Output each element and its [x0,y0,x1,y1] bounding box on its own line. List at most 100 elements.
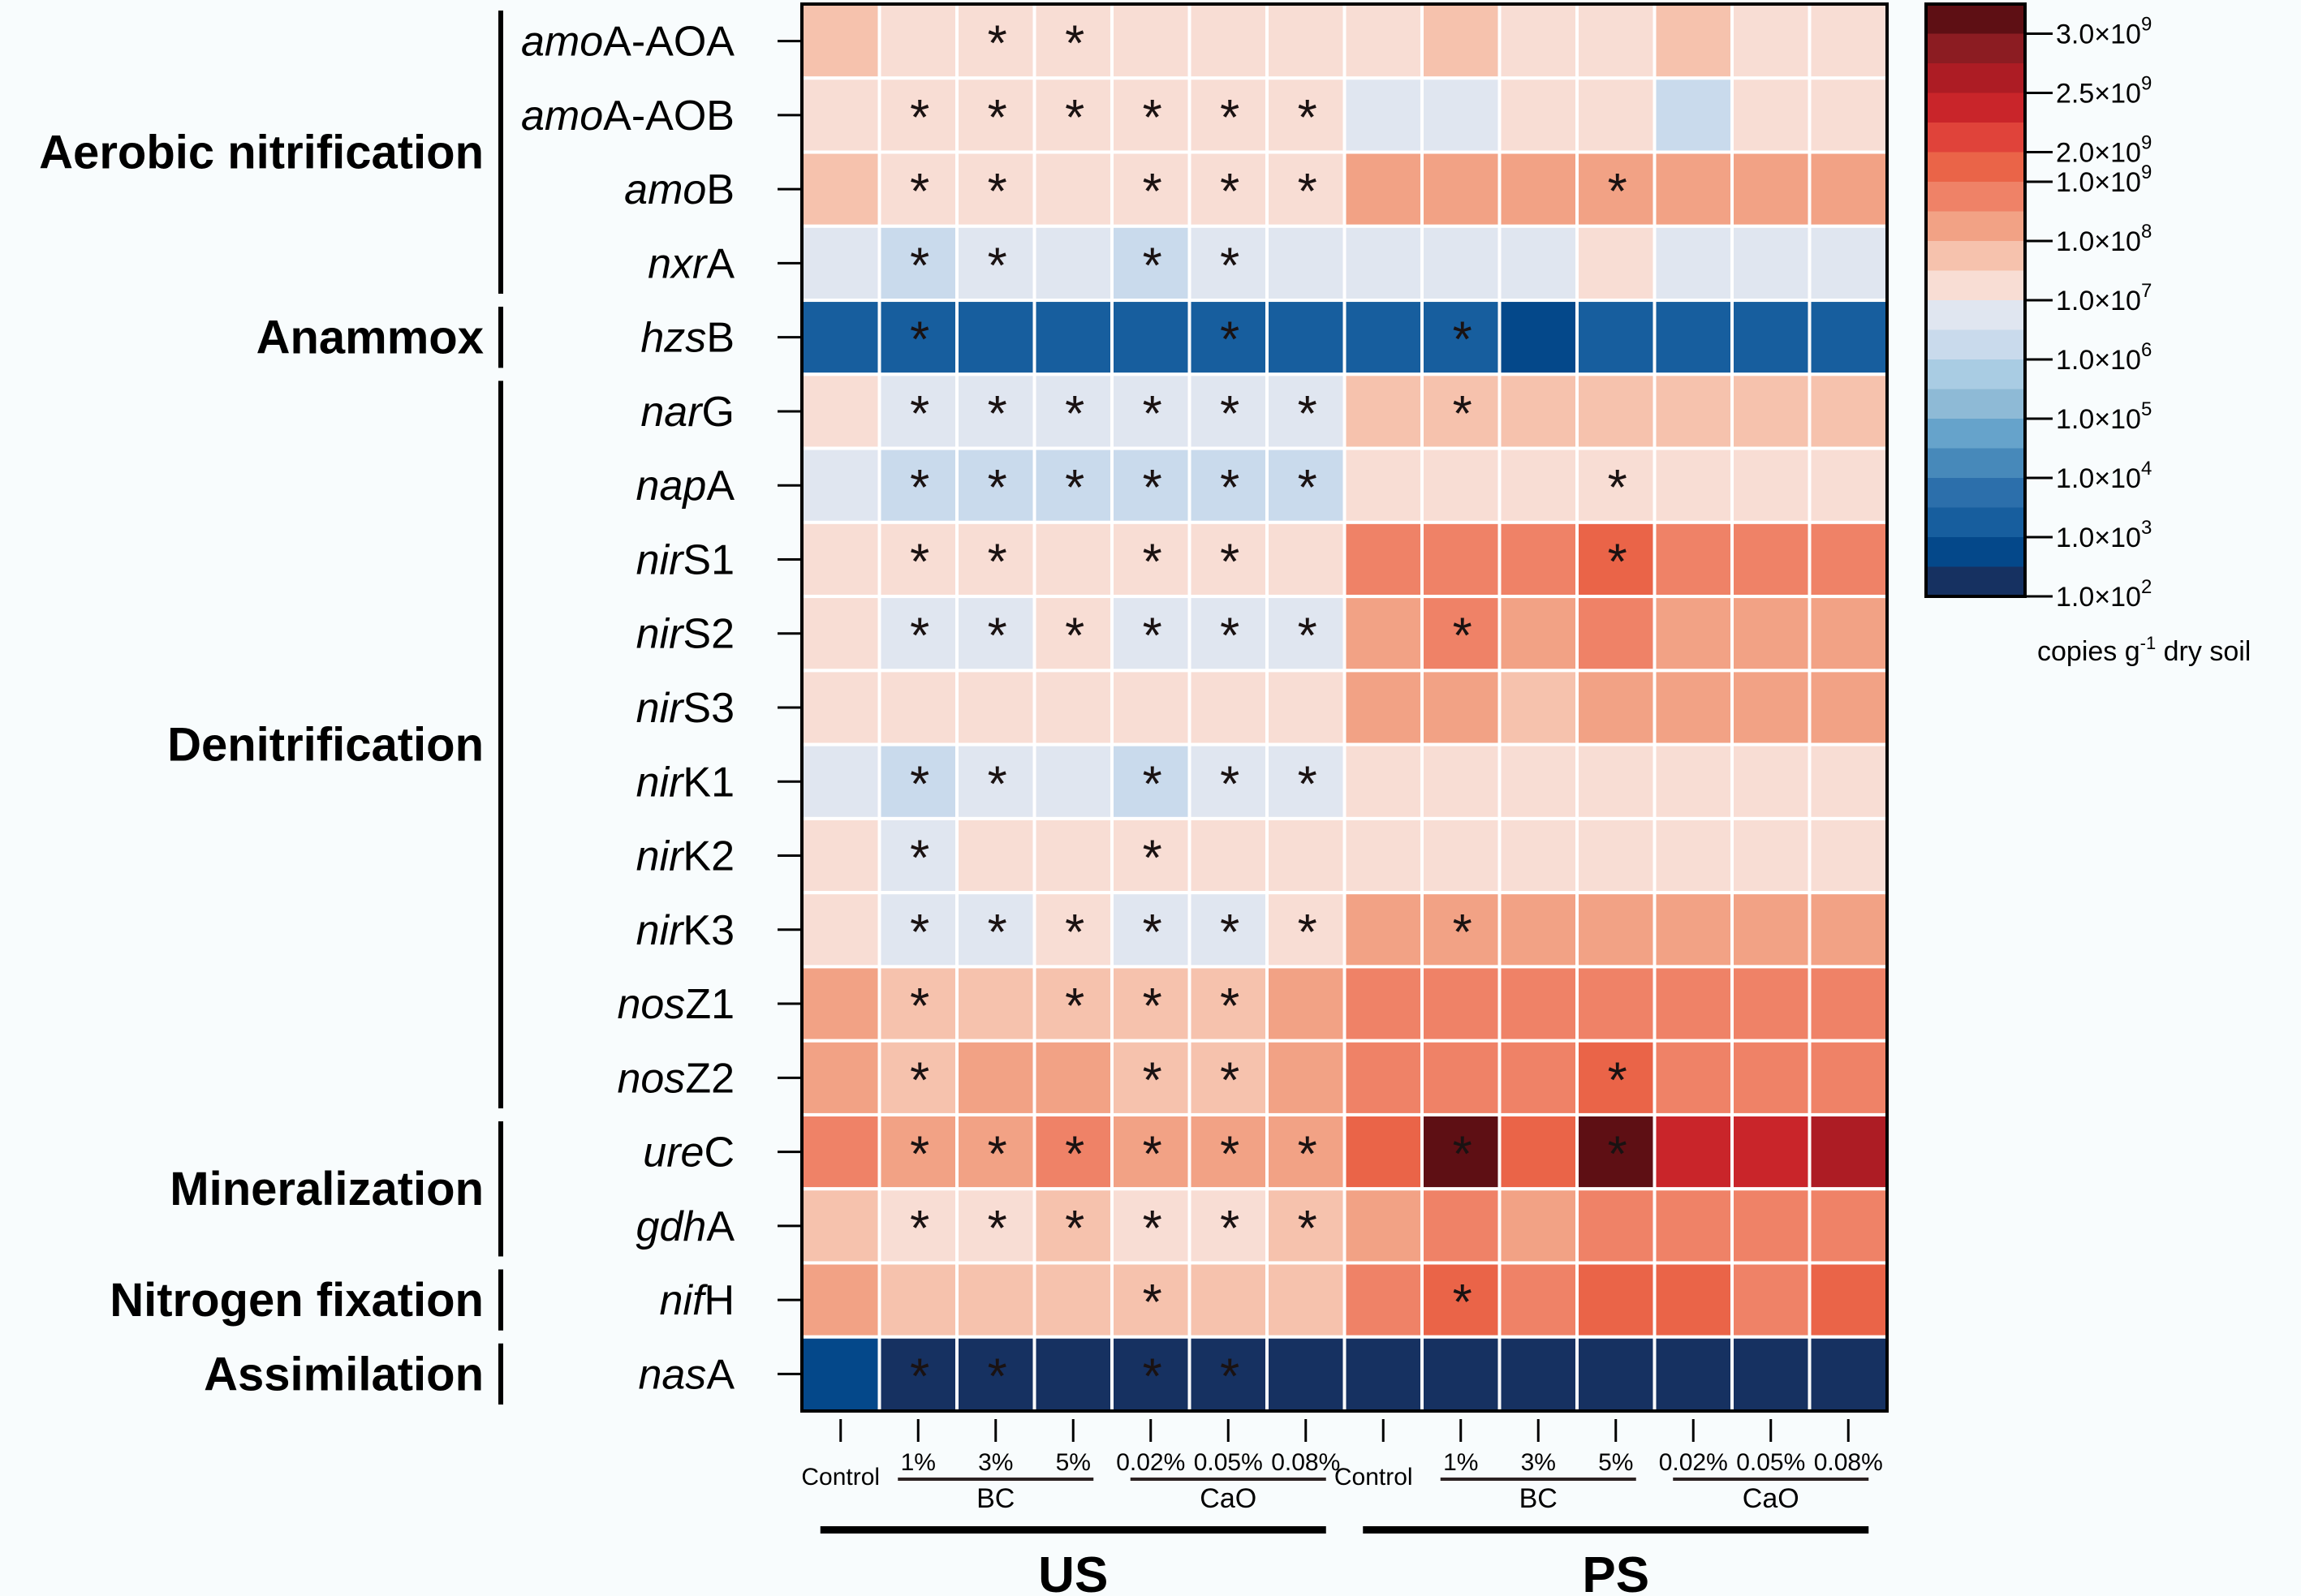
heatmap-cell [1265,1112,1347,1191]
significance-marker: * [1143,1275,1162,1331]
colorbar-swatch [1926,63,2025,93]
heatmap-cell [1110,299,1191,376]
heatmap-cell [877,520,959,599]
heatmap-cell [1342,299,1424,376]
colorbar-unit-label: copies g-1 dry soil [2037,633,2251,667]
heatmap-cell [877,742,959,820]
gene-label: nirK1 [636,759,735,806]
heatmap-cell [1420,1335,1502,1413]
colorbar-swatch [1926,92,2025,123]
heatmap-cell [1575,1112,1657,1191]
colorbar-swatch [1926,241,2025,271]
heatmap-cell [1652,1261,1734,1339]
colorbar-tick-label: 1.0×109 [2056,161,2152,198]
significance-marker: * [1453,1275,1472,1331]
significance-marker: * [910,831,929,887]
significance-marker: * [988,164,1007,220]
heatmap-cell [1575,891,1657,969]
heatmap-cell [1265,1261,1347,1339]
heatmap-cell [1187,891,1269,969]
significance-marker: * [1453,386,1472,442]
heatmap-cell [800,669,881,746]
heatmap-cell [1575,1187,1657,1265]
significance-marker: * [988,90,1007,146]
group-label: BC [976,1483,1015,1514]
significance-marker: * [910,460,929,516]
colorbar-swatch [1926,123,2025,153]
heatmap-cell [1730,76,1812,154]
colorbar-tick-label: 1.0×104 [2056,458,2152,494]
significance-marker: * [1065,1127,1084,1183]
colorbar-swatch [1926,507,2025,537]
heatmap-cell [1497,965,1579,1043]
significance-marker: * [1608,460,1627,516]
heatmap-cell [1497,1335,1579,1413]
significance-marker: * [1453,905,1472,961]
heatmap-cell [1652,816,1734,895]
heatmap-cell [1730,891,1812,969]
heatmap-cell [1032,742,1114,820]
significance-marker: * [1143,609,1162,665]
heatmap-cell [1730,1261,1812,1339]
heatmap-cell [1808,150,1889,228]
heatmap-cell [1187,816,1269,895]
significance-marker: * [1298,460,1317,516]
heatmap-cell [1342,224,1424,303]
heatmap-cell [1497,742,1579,820]
heatmap-cell [877,1187,959,1265]
x-tick-label: 5% [1598,1449,1633,1476]
colorbar-tick-label: 1.0×107 [2056,280,2152,316]
heatmap-cell [800,2,881,80]
significance-marker: * [1220,1349,1239,1405]
gene-label: nifH [660,1277,735,1324]
heatmap-cell [1575,150,1657,228]
heatmap-cell [1420,224,1502,303]
category-label: Denitrification [167,719,484,772]
colorbar-tick-label: 1.0×102 [2056,576,2152,613]
heatmap-cell [1342,891,1424,969]
heatmap-cell [1032,1039,1114,1116]
heatmap-cell [1575,1039,1657,1116]
gene-label: nirK2 [636,833,735,880]
colorbar-swatch [1926,33,2025,63]
heatmap-cell [955,1039,1036,1116]
colorbar-swatch [1926,359,2025,389]
significance-marker: * [1065,460,1084,516]
heatmap-cell [800,1039,881,1116]
heatmap-cell [1032,150,1114,228]
heatmap-cell [1575,816,1657,895]
significance-marker: * [1143,534,1162,590]
heatmap-cell [955,1335,1036,1413]
significance-marker: * [1220,1201,1239,1257]
significance-marker: * [1143,1349,1162,1405]
heatmap-cell [1497,520,1579,599]
colorbar-swatch [1926,389,2025,419]
x-tick-label: Control [801,1464,880,1491]
heatmap-cell [1187,150,1269,228]
significance-marker: * [1220,756,1239,812]
significance-marker: * [910,90,929,146]
heatmap-cell [877,299,959,376]
heatmap-cell [1420,1261,1502,1339]
heatmap-cell [1497,299,1579,376]
heatmap-cell [1265,1335,1347,1413]
heatmap-cell [1342,669,1424,746]
significance-marker: * [1298,164,1317,220]
significance-marker: * [1220,534,1239,590]
heatmap-cell [1652,2,1734,80]
heatmap-cell [1342,1112,1424,1191]
heatmap-cell [1420,816,1502,895]
colorbar-tick-label: 2.0×109 [2056,132,2152,169]
heatmap-cell [1652,669,1734,746]
heatmap-cell [1420,520,1502,599]
heatmap-cell [1652,965,1734,1043]
heatmap-cell [877,2,959,80]
heatmap-cell [1265,1039,1347,1116]
x-axis: Control 1% 3% 5% 0.02% 0.05% 0.08% BC CaO US Contr… [801,1419,1883,1596]
colorbar-swatch [1926,419,2025,449]
significance-marker: * [1220,238,1239,294]
significance-marker: * [910,1201,929,1257]
heatmap-cell [1032,446,1114,524]
significance-marker: * [910,905,929,961]
heatmap-cell [1808,372,1889,450]
